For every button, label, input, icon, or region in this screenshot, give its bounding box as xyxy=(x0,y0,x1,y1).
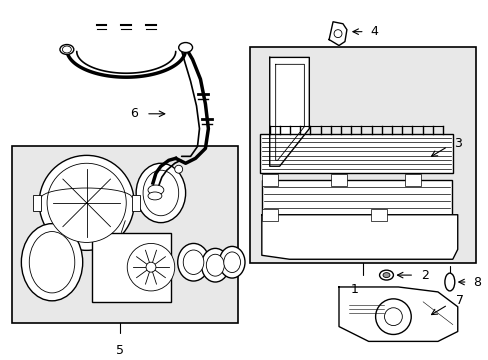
Bar xyxy=(370,209,386,221)
Ellipse shape xyxy=(183,250,203,274)
Polygon shape xyxy=(338,287,457,341)
Text: 8: 8 xyxy=(472,275,481,288)
Bar xyxy=(259,134,452,173)
Polygon shape xyxy=(328,22,346,45)
Ellipse shape xyxy=(379,270,393,280)
Text: 6: 6 xyxy=(130,107,138,120)
Ellipse shape xyxy=(206,254,224,276)
Circle shape xyxy=(127,243,174,291)
Bar xyxy=(261,174,277,186)
Bar xyxy=(132,195,140,211)
Ellipse shape xyxy=(224,252,240,273)
Ellipse shape xyxy=(29,231,75,293)
Bar xyxy=(249,48,475,263)
Circle shape xyxy=(174,165,183,173)
Ellipse shape xyxy=(148,192,162,200)
Ellipse shape xyxy=(143,170,178,216)
Ellipse shape xyxy=(444,273,454,291)
Bar xyxy=(261,180,451,215)
Ellipse shape xyxy=(62,46,71,53)
Bar xyxy=(405,174,420,186)
Ellipse shape xyxy=(219,246,244,278)
Ellipse shape xyxy=(201,248,229,282)
Circle shape xyxy=(333,30,341,37)
Bar xyxy=(91,233,170,302)
Text: 4: 4 xyxy=(370,25,378,38)
Ellipse shape xyxy=(177,243,209,281)
Text: 5: 5 xyxy=(116,345,124,357)
Bar xyxy=(12,147,238,323)
Polygon shape xyxy=(261,215,457,259)
Circle shape xyxy=(47,163,126,242)
Ellipse shape xyxy=(178,42,192,53)
Ellipse shape xyxy=(21,224,82,301)
Circle shape xyxy=(375,299,410,334)
Ellipse shape xyxy=(382,273,389,278)
Polygon shape xyxy=(269,57,309,166)
Ellipse shape xyxy=(148,185,163,195)
Circle shape xyxy=(39,156,134,250)
Text: 3: 3 xyxy=(453,137,461,150)
Ellipse shape xyxy=(60,45,74,54)
Bar xyxy=(261,209,277,221)
Text: 2: 2 xyxy=(420,269,428,282)
Bar xyxy=(33,195,41,211)
Bar xyxy=(330,174,346,186)
Circle shape xyxy=(146,262,156,272)
Circle shape xyxy=(384,308,402,325)
Text: 7: 7 xyxy=(455,294,463,307)
Text: 1: 1 xyxy=(350,283,358,296)
Ellipse shape xyxy=(136,163,185,222)
